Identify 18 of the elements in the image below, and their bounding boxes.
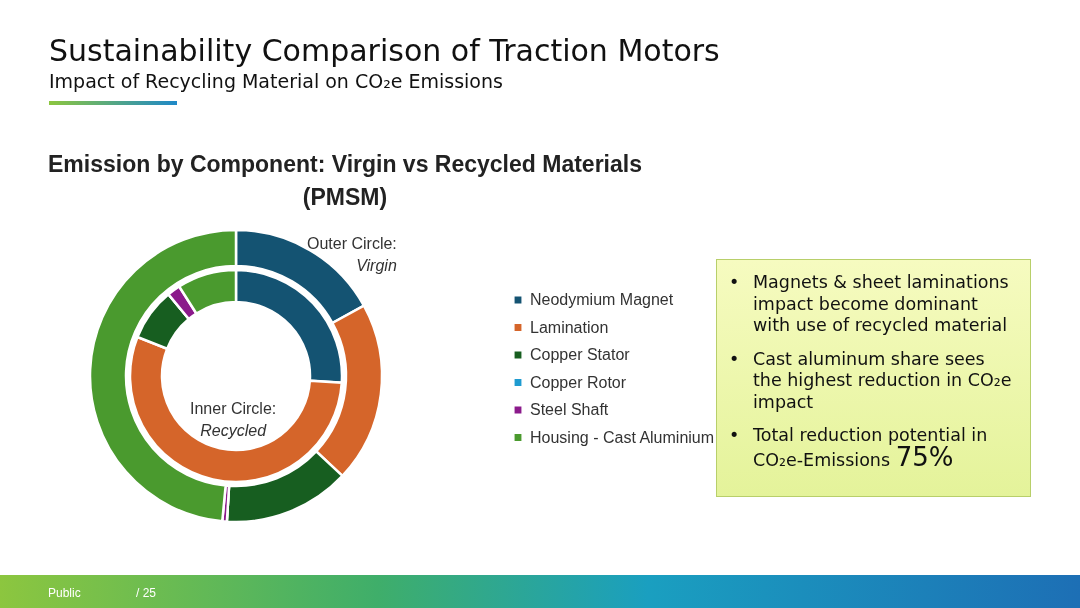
chart-subtitle: Impact of Recycling Material on CO₂e Emissions xyxy=(49,70,503,92)
text: Inner Circle: xyxy=(190,399,277,419)
text: • Magnets & sheet laminations impact become dominant with use of recycled material xyxy=(728,272,1010,337)
text: / 25 xyxy=(136,586,157,600)
slice-label: Recycled xyxy=(199,421,268,441)
text: • Cast aluminum share sees the highest reduction in CO₂e impact xyxy=(728,348,1013,413)
legend-label: Steel Shaft xyxy=(530,401,609,418)
legend-label: Copper Rotor xyxy=(530,373,627,391)
text: Emission by Component: Virgin vs Recycled Materials (PMSM) xyxy=(47,150,643,212)
legend-label: Housing - Cast Aluminium xyxy=(530,428,715,446)
legend-label: Neodymium Magnet xyxy=(530,291,674,308)
text: • Total reduction potential in CO₂e-Emissions 75% xyxy=(728,425,989,472)
text: Public xyxy=(48,586,81,600)
chart-title: Sustainability Comparison of Traction Motors xyxy=(49,33,720,68)
slice-label: Virgin xyxy=(355,256,397,276)
legend-label: Copper Stator xyxy=(530,346,631,363)
legend-label: Lamination xyxy=(530,318,609,336)
text: Outer Circle: xyxy=(307,234,397,254)
